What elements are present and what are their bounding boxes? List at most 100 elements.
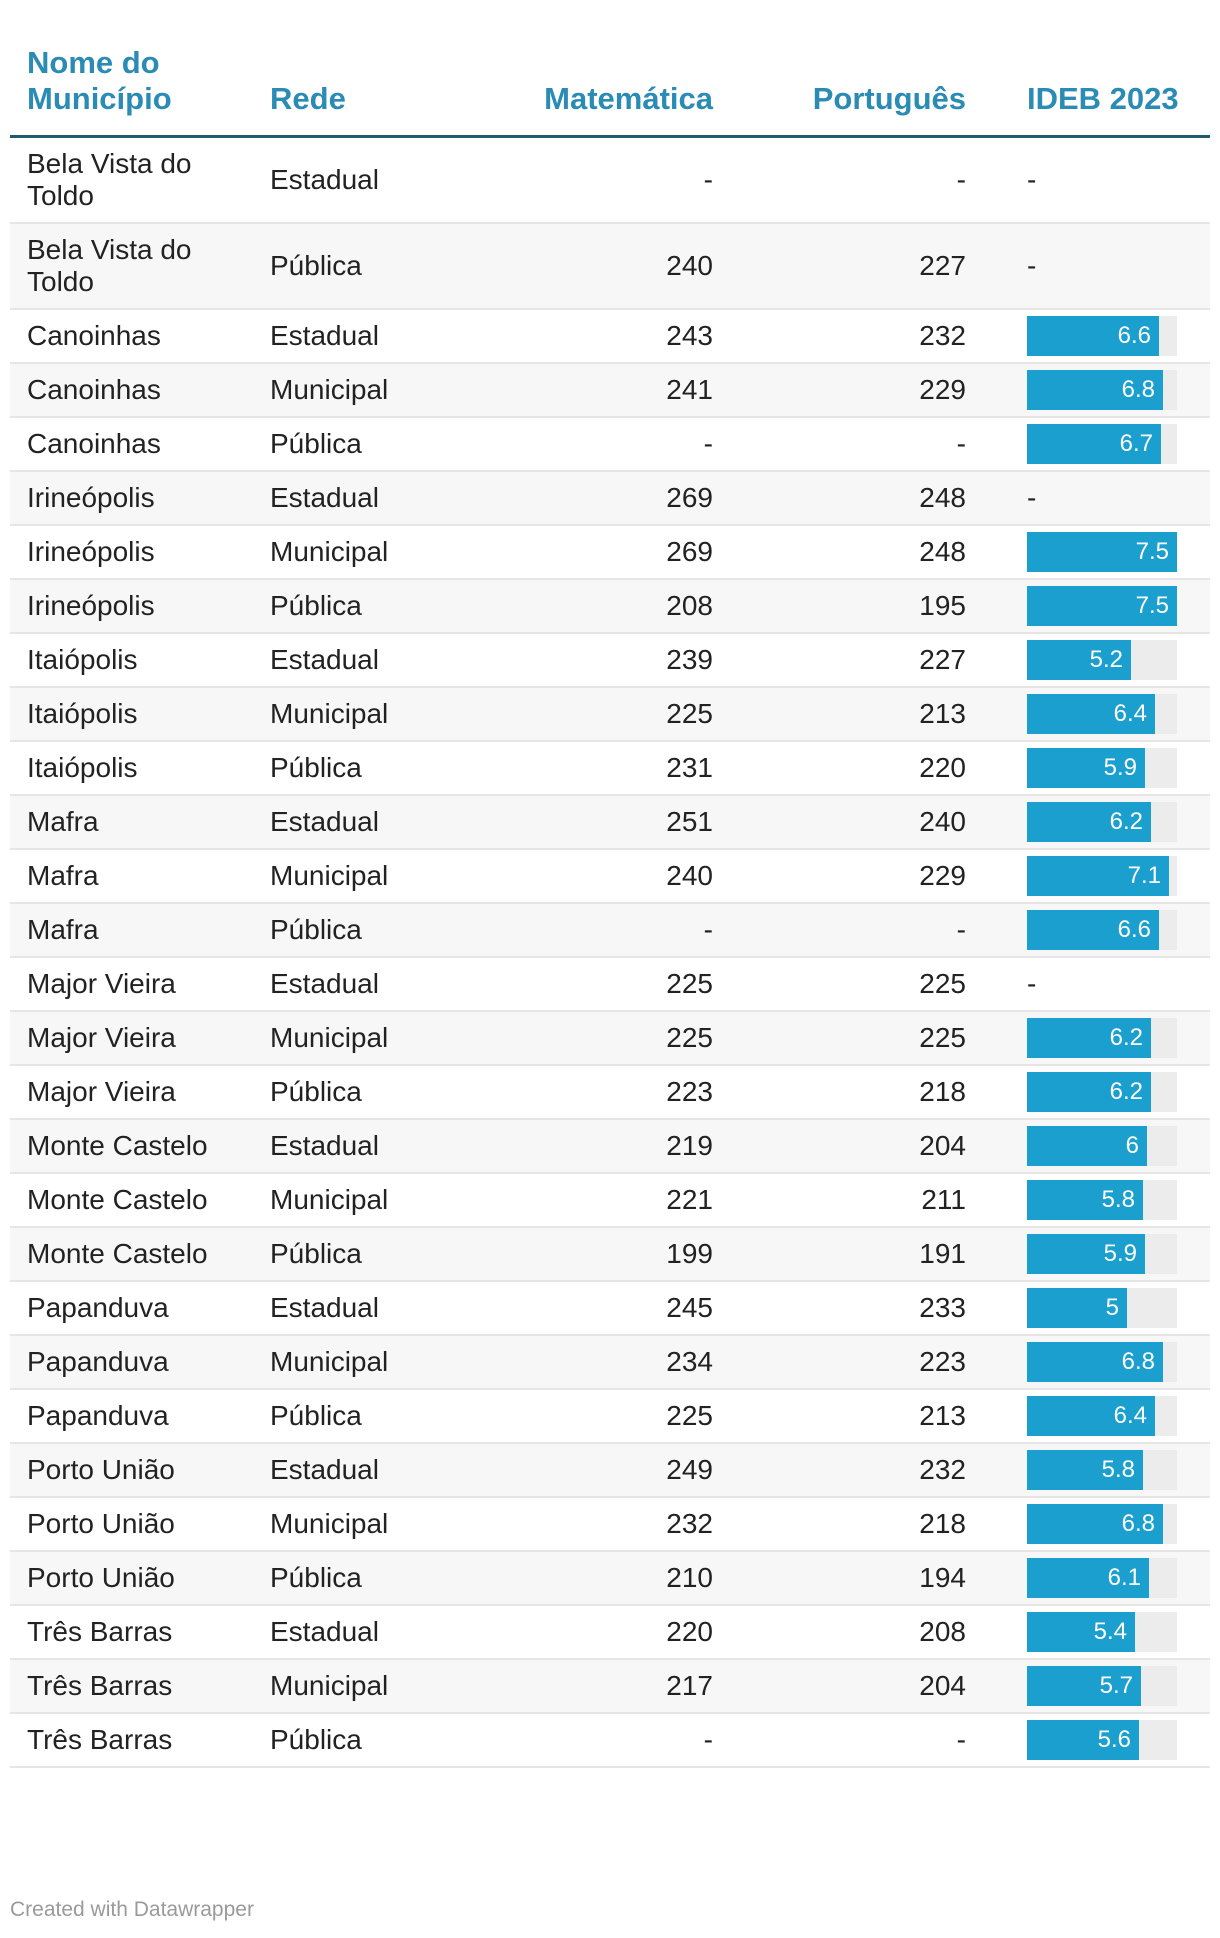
ideb-bar-track: 5.4 xyxy=(1027,1612,1177,1652)
ideb-bar xyxy=(1027,1666,1141,1706)
ideb-bar-track: 6.6 xyxy=(1027,316,1177,356)
ideb-empty-mark: - xyxy=(1027,164,1037,195)
ideb-bar-track: 6.8 xyxy=(1027,1504,1177,1544)
ideb-cell: 5 xyxy=(1027,1282,1177,1334)
rede-cell: Estadual xyxy=(270,320,379,351)
ideb-bar-track: 6.1 xyxy=(1027,1558,1177,1598)
rede-cell: Municipal xyxy=(270,698,389,729)
ideb-bar xyxy=(1027,586,1177,626)
portugues-cell: 240 xyxy=(919,806,966,837)
ideb-bar-label: 5.6 xyxy=(1097,1726,1131,1753)
table-row: Três Barras Pública - - 5.6 xyxy=(10,1714,1210,1768)
portugues-cell: 213 xyxy=(919,1400,966,1431)
ideb-bar-label: 6.1 xyxy=(1107,1564,1141,1591)
ideb-bar-label: 6.4 xyxy=(1113,700,1147,727)
header-ideb[interactable]: IDEB 2023 xyxy=(1027,81,1179,116)
table-row: Canoinhas Estadual 243 232 6.6 xyxy=(10,310,1210,364)
rede-cell: Municipal xyxy=(270,860,389,891)
matematica-cell: 208 xyxy=(666,590,713,621)
municipio-cell: Itaiópolis xyxy=(27,644,138,675)
ideb-bar-label: 5.2 xyxy=(1089,646,1123,673)
table-header: Nome do Município Rede Matemática Portug… xyxy=(10,0,1210,138)
header-matematica[interactable]: Matemática xyxy=(544,81,713,116)
matematica-cell: 217 xyxy=(666,1670,713,1701)
ideb-cell: 6.4 xyxy=(1027,1390,1177,1442)
table-row: Mafra Estadual 251 240 6.2 xyxy=(10,796,1210,850)
matematica-cell: 210 xyxy=(666,1562,713,1593)
ideb-cell: 6.6 xyxy=(1027,310,1177,362)
rede-cell: Estadual xyxy=(270,644,379,675)
ideb-bar xyxy=(1027,1558,1149,1598)
ideb-bar xyxy=(1027,1126,1147,1166)
rede-cell: Estadual xyxy=(270,164,379,195)
ideb-bar xyxy=(1027,1018,1151,1058)
table-row: Papanduva Pública 225 213 6.4 xyxy=(10,1390,1210,1444)
ideb-bar xyxy=(1027,802,1151,842)
ideb-bar xyxy=(1027,1342,1163,1382)
municipio-cell: Bela Vista do Toldo xyxy=(27,234,192,297)
ideb-table: Nome do Município Rede Matemática Portug… xyxy=(10,0,1210,1768)
portugues-cell: - xyxy=(956,428,966,459)
municipio-cell: Irineópolis xyxy=(27,590,155,621)
ideb-bar xyxy=(1027,1396,1155,1436)
matematica-cell: - xyxy=(703,428,713,459)
matematica-cell: 219 xyxy=(666,1130,713,1161)
ideb-cell: - xyxy=(1027,472,1177,524)
matematica-cell: - xyxy=(703,914,713,945)
table-row: Monte Castelo Pública 199 191 5.9 xyxy=(10,1228,1210,1282)
municipio-cell: Porto União xyxy=(27,1454,175,1485)
matematica-cell: 243 xyxy=(666,320,713,351)
portugues-cell: 204 xyxy=(919,1670,966,1701)
ideb-cell: 6.4 xyxy=(1027,688,1177,740)
rede-cell: Pública xyxy=(270,1400,362,1431)
header-portugues[interactable]: Português xyxy=(812,81,966,116)
portugues-cell: 195 xyxy=(919,590,966,621)
ideb-bar-track: 6 xyxy=(1027,1126,1177,1166)
ideb-cell: 5.8 xyxy=(1027,1444,1177,1496)
ideb-bar-track: 6.4 xyxy=(1027,694,1177,734)
ideb-bar-label: 6 xyxy=(1125,1132,1139,1159)
matematica-cell: 269 xyxy=(666,536,713,567)
municipio-cell: Papanduva xyxy=(27,1346,169,1377)
ideb-bar xyxy=(1027,1612,1135,1652)
ideb-cell: 7.5 xyxy=(1027,580,1177,632)
rede-cell: Estadual xyxy=(270,806,379,837)
ideb-bar-label: 5.8 xyxy=(1101,1456,1135,1483)
portugues-cell: 218 xyxy=(919,1508,966,1539)
table-row: Porto União Estadual 249 232 5.8 xyxy=(10,1444,1210,1498)
table-row: Itaiópolis Pública 231 220 5.9 xyxy=(10,742,1210,796)
ideb-bar-label: 7.5 xyxy=(1135,592,1169,619)
ideb-cell: - xyxy=(1027,224,1177,308)
header-name[interactable]: Nome do Município xyxy=(27,45,172,116)
matematica-cell: 225 xyxy=(666,698,713,729)
table-row: Monte Castelo Municipal 221 211 5.8 xyxy=(10,1174,1210,1228)
portugues-cell: 220 xyxy=(919,752,966,783)
ideb-bar-label: 6.6 xyxy=(1117,916,1151,943)
ideb-bar xyxy=(1027,910,1159,950)
table-row: Bela Vista do Toldo Estadual - - - xyxy=(10,138,1210,224)
ideb-empty-mark: - xyxy=(1027,968,1037,999)
ideb-bar-track: 5.9 xyxy=(1027,748,1177,788)
portugues-cell: - xyxy=(956,164,966,195)
municipio-cell: Major Vieira xyxy=(27,1022,176,1053)
ideb-bar-label: 5.9 xyxy=(1103,754,1137,781)
rede-cell: Estadual xyxy=(270,1454,379,1485)
municipio-cell: Irineópolis xyxy=(27,482,155,513)
ideb-cell: 6.8 xyxy=(1027,1336,1177,1388)
rede-cell: Estadual xyxy=(270,968,379,999)
header-rede[interactable]: Rede xyxy=(270,81,346,116)
ideb-bar xyxy=(1027,1504,1163,1544)
matematica-cell: 251 xyxy=(666,806,713,837)
matematica-cell: 245 xyxy=(666,1292,713,1323)
ideb-bar-track: 6.2 xyxy=(1027,1072,1177,1112)
municipio-cell: Papanduva xyxy=(27,1292,169,1323)
table-row: Major Vieira Estadual 225 225 - xyxy=(10,958,1210,1012)
municipio-cell: Canoinhas xyxy=(27,374,161,405)
portugues-cell: 213 xyxy=(919,698,966,729)
table-row: Itaiópolis Estadual 239 227 5.2 xyxy=(10,634,1210,688)
portugues-cell: - xyxy=(956,1724,966,1755)
portugues-cell: 227 xyxy=(919,644,966,675)
ideb-cell: 5.4 xyxy=(1027,1606,1177,1658)
rede-cell: Municipal xyxy=(270,1670,389,1701)
ideb-bar-label: 6.8 xyxy=(1121,376,1155,403)
